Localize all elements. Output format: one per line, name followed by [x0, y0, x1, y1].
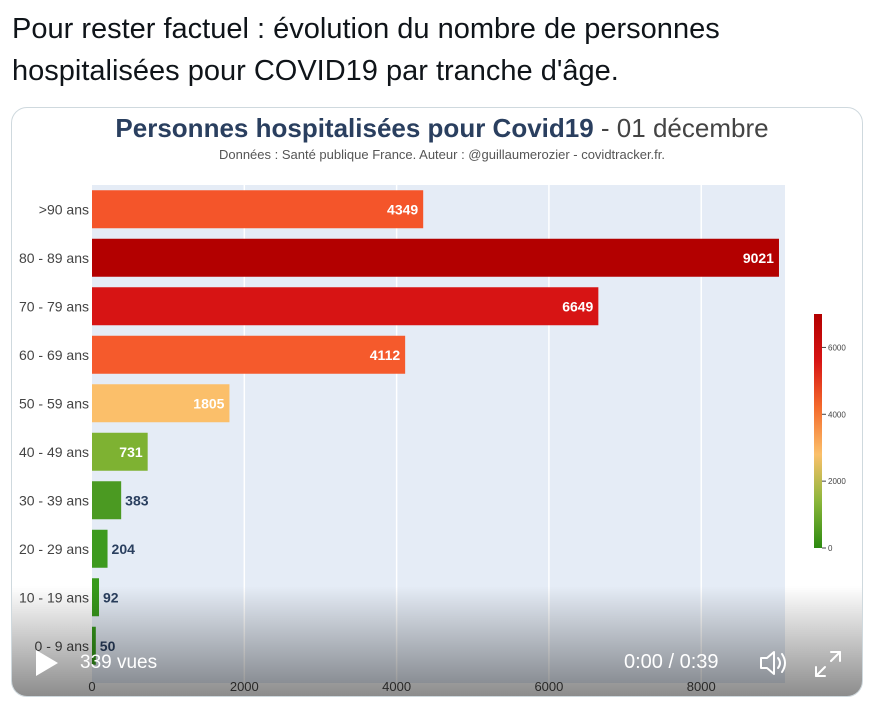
y-tick-label: 80 - 89 ans: [19, 250, 89, 266]
playback-time: 0:00 / 0:39: [624, 651, 719, 673]
colorbar-tick-label: 2000: [828, 477, 846, 486]
bar: [92, 529, 108, 568]
bar: [92, 287, 599, 326]
data-label: 4112: [370, 347, 401, 363]
chart-subtitle: Données : Santé publique France. Auteur …: [218, 147, 666, 162]
volume-icon: [760, 651, 786, 675]
x-tick-label: 2000: [230, 679, 259, 694]
chart-title-main: Personnes hospitalisées pour Covid19: [115, 113, 594, 143]
tweet-text: Pour rester factuel : évolution du nombr…: [12, 13, 720, 87]
play-button[interactable]: [34, 648, 60, 678]
data-label: 4349: [387, 201, 418, 217]
fullscreen-button[interactable]: [812, 648, 844, 680]
y-tick-label: 0 - 9 ans: [35, 638, 89, 654]
y-tick-label: >90 ans: [39, 201, 89, 217]
y-tick-label: 60 - 69 ans: [19, 347, 89, 363]
data-label: 204: [112, 541, 136, 557]
data-label: 6649: [562, 298, 593, 314]
colorbar-tick-label: 0: [828, 544, 833, 553]
player-controls: 339 vues 0:00 / 0:39: [12, 586, 862, 696]
chart-title: Personnes hospitalisées pour Covid19 - 0…: [12, 113, 862, 144]
bar: [92, 190, 424, 229]
x-tick-label: 4000: [382, 679, 411, 694]
video-player[interactable]: 0 2000 4000 6000 8000 >90 ans 4349 80 - 89 ans 9…: [11, 107, 863, 697]
x-tick-label: 6000: [534, 679, 563, 694]
bar: [92, 432, 148, 471]
data-label: 9021: [743, 250, 774, 266]
colorbar: [814, 314, 822, 548]
fullscreen-icon: [815, 651, 841, 677]
bar: [92, 481, 122, 520]
colorbar-tick-label: 4000: [828, 410, 846, 419]
y-tick-label: 70 - 79 ans: [19, 298, 89, 314]
bar: [92, 238, 779, 277]
y-tick-label: 10 - 19 ans: [19, 589, 89, 605]
x-tick-label: 0: [88, 679, 95, 694]
y-tick-label: 20 - 29 ans: [19, 541, 89, 557]
data-label: 383: [125, 492, 149, 508]
data-label: 50: [100, 638, 116, 654]
data-label: 92: [103, 589, 119, 605]
x-tick-label: 8000: [687, 679, 716, 694]
bar-chart: 0 2000 4000 6000 8000 >90 ans 4349 80 - 89 ans 9…: [19, 185, 846, 694]
data-label: 731: [119, 444, 143, 460]
y-tick-label: 30 - 39 ans: [19, 492, 89, 508]
y-tick-label: 40 - 49 ans: [19, 444, 89, 460]
chart-title-date: - 01 décembre: [600, 113, 769, 143]
view-count: 339 vues: [80, 652, 158, 673]
play-icon: [36, 650, 58, 676]
bar: [92, 626, 96, 665]
bar: [92, 578, 100, 617]
y-tick-label: 50 - 59 ans: [19, 395, 89, 411]
colorbar-tick-label: 6000: [828, 343, 846, 352]
bar: [92, 384, 230, 423]
data-label: 1805: [193, 395, 224, 411]
volume-button[interactable]: [758, 648, 790, 678]
bar: [92, 335, 406, 374]
